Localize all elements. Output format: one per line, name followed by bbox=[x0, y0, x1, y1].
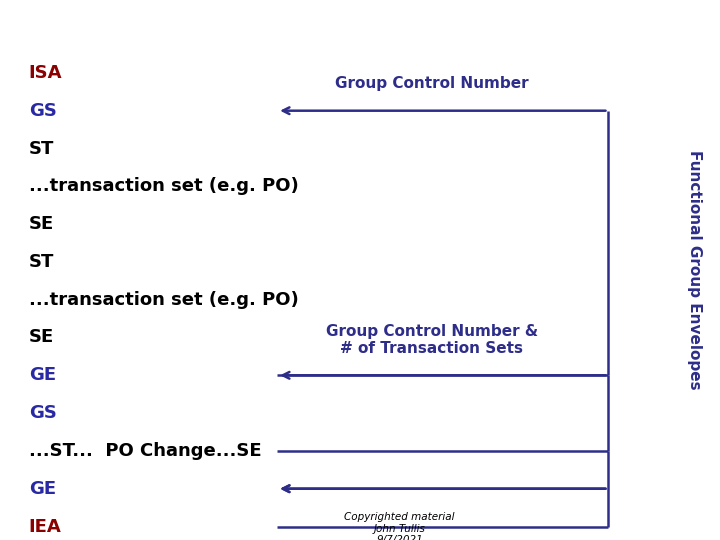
Text: ...transaction set (e.g. PO): ...transaction set (e.g. PO) bbox=[29, 291, 299, 309]
Text: GE: GE bbox=[29, 480, 56, 498]
Text: ...ST...  PO Change...SE: ...ST... PO Change...SE bbox=[29, 442, 261, 460]
Text: GE: GE bbox=[29, 366, 56, 384]
Text: GS: GS bbox=[29, 404, 57, 422]
Text: IEA: IEA bbox=[29, 517, 61, 536]
Text: Group Control Number: Group Control Number bbox=[336, 76, 528, 91]
Text: Functional Group Envelopes: Functional Group Envelopes bbox=[688, 150, 702, 390]
Text: Group Control Number &
# of Transaction Sets: Group Control Number & # of Transaction … bbox=[326, 324, 538, 356]
Text: GS: GS bbox=[29, 102, 57, 120]
Text: SE: SE bbox=[29, 215, 54, 233]
Text: ST: ST bbox=[29, 139, 54, 158]
Text: ST: ST bbox=[29, 253, 54, 271]
Text: ...transaction set (e.g. PO): ...transaction set (e.g. PO) bbox=[29, 177, 299, 195]
Text: ISA: ISA bbox=[29, 64, 63, 82]
Text: SE: SE bbox=[29, 328, 54, 347]
Text: Copyrighted material
John Tullis
9/7/2021: Copyrighted material John Tullis 9/7/202… bbox=[344, 512, 455, 540]
